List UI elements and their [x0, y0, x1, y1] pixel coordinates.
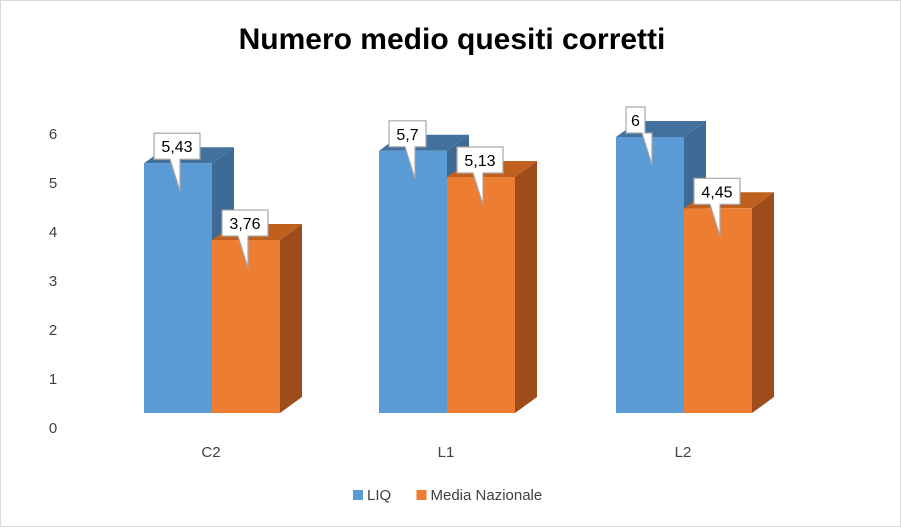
chart-title: Numero medio quesiti corretti: [239, 23, 666, 56]
data-label-text: 6: [631, 113, 640, 130]
bar: [447, 177, 515, 413]
bar: [212, 240, 280, 413]
data-labels: 5,43 3,76 5,7 5,13 6 4,45: [153, 106, 741, 269]
data-label: 6: [625, 106, 653, 166]
x-axis: C2 L1 L2: [201, 444, 691, 461]
y-axis: 0 1 2 3 4 5 6: [49, 126, 57, 437]
bar: [684, 208, 752, 413]
legend-label: Media Nazionale: [431, 487, 543, 504]
data-label-callout: [456, 146, 504, 206]
data-label-callout: [153, 132, 201, 192]
y-tick-label: 6: [49, 126, 57, 143]
bars: [144, 121, 774, 414]
data-label: 5,13: [456, 146, 504, 206]
bar: [144, 163, 212, 413]
data-label: 5,43: [153, 132, 201, 192]
x-tick-label: L1: [438, 444, 455, 461]
data-label-callout: [388, 120, 427, 179]
bar: [379, 150, 447, 414]
y-tick-label: 3: [49, 273, 57, 290]
data-label-text: 5,43: [161, 139, 192, 156]
legend-swatch: [353, 490, 363, 500]
x-tick-label: L2: [675, 444, 692, 461]
data-label-callout: [625, 106, 653, 166]
y-tick-label: 5: [49, 175, 57, 192]
data-label-callout: [693, 177, 741, 237]
y-tick-label: 0: [49, 420, 57, 437]
y-tick-label: 4: [49, 224, 57, 241]
legend-swatch: [416, 490, 427, 500]
data-label: 5,7: [388, 120, 427, 179]
y-tick-label: 2: [49, 322, 57, 339]
legend: LIQ Media Nazionale: [353, 487, 542, 504]
bar: [616, 137, 684, 413]
data-label-text: 4,45: [701, 184, 732, 201]
data-label-text: 5,7: [396, 127, 418, 144]
data-label-text: 3,76: [229, 216, 260, 233]
legend-label: LIQ: [367, 487, 391, 504]
data-label-callout: [221, 209, 269, 269]
y-tick-label: 1: [49, 371, 57, 388]
x-tick-label: C2: [201, 444, 220, 461]
bar-side: [515, 161, 537, 413]
data-label: 3,76: [221, 209, 269, 269]
bar-side: [752, 192, 774, 413]
data-label-text: 5,13: [464, 153, 495, 170]
bar-side: [280, 224, 302, 413]
data-label: 4,45: [693, 177, 741, 237]
